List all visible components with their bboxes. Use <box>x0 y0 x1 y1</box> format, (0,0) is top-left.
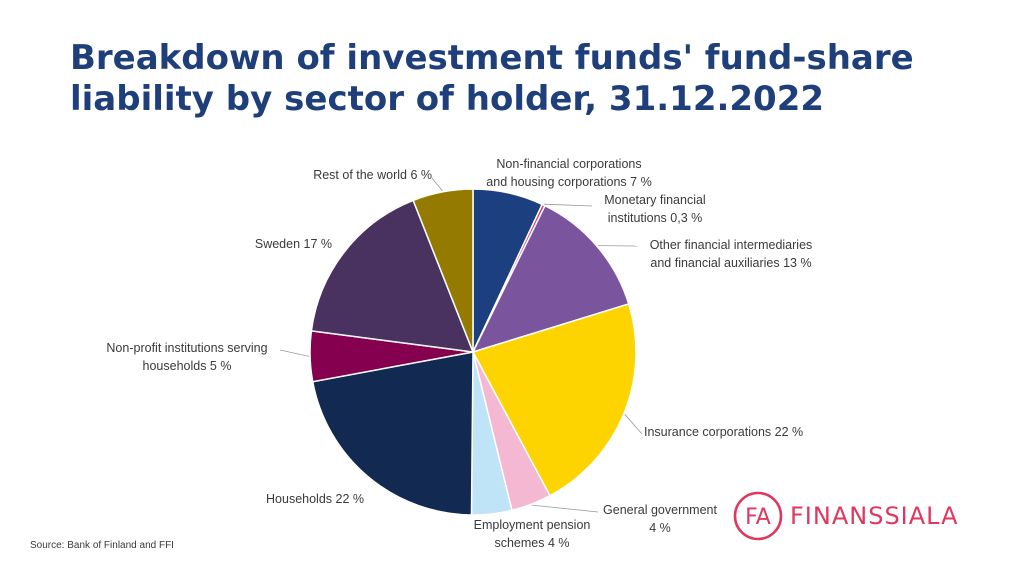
pie-slices <box>309 188 637 516</box>
slice-label-line: 4 % <box>649 521 671 535</box>
finanssiala-logo: FA FINANSSIALA <box>732 490 982 542</box>
leader-line-monetary-financial-institutions <box>543 203 593 207</box>
slice-label-employment-pension-schemes: Employment pension schemes 4 % <box>460 516 604 552</box>
slice-label-line: Insurance corporations 22 % <box>644 425 804 439</box>
slice-label-line: households 5 % <box>142 359 232 373</box>
chart-title-line-1: Breakdown of investment funds' fund-shar… <box>70 38 914 78</box>
finanssiala-logo-mark: FA <box>733 491 783 541</box>
slice-label-line: and housing corporations 7 % <box>486 175 652 189</box>
slice-label-non-financial-corporations: Non-financial corporations and housing c… <box>478 155 660 191</box>
chart-title: Breakdown of investment funds' fund-shar… <box>70 38 990 120</box>
slice-label-other-financial-intermediaries: Other financial intermediaries and finan… <box>636 236 826 272</box>
leader-lines <box>279 177 643 513</box>
leader-line-insurance-corporations <box>624 414 643 435</box>
leader-line-non-profit-institutions-serving-households <box>279 349 310 357</box>
slice-label-households: Households 22 % <box>240 490 364 508</box>
slice-label-sweden: Sweden 17 % <box>220 235 332 253</box>
slice-label-line: Sweden 17 % <box>254 237 332 251</box>
slice-label-line: Non-financial corporations <box>496 157 642 171</box>
slice-label-non-profit-institutions: Non-profit institutions serving househol… <box>86 339 288 375</box>
slice-label-line: Other financial intermediaries <box>649 238 813 252</box>
source-note: Source: Bank of Finland and FFI <box>30 540 174 551</box>
pie-slice-insurance-corporations <box>471 303 637 497</box>
pie-slice-rest-of-the-world <box>412 188 474 353</box>
slice-label-line: Employment pension <box>473 518 591 532</box>
pie-slice-households <box>311 351 474 516</box>
slice-label-line: and financial auxiliaries 13 % <box>650 256 812 270</box>
pie-slice-sweden <box>310 199 475 353</box>
slice-label-line: Monetary financial <box>604 193 706 207</box>
leader-line-rest-of-the-world <box>431 177 443 192</box>
slice-label-monetary-financial-institutions: Monetary financial institutions 0,3 % <box>590 191 720 227</box>
slice-label-general-government: General government 4 % <box>592 501 728 537</box>
slice-label-line: Non-profit institutions serving <box>106 341 268 355</box>
slice-label-line: institutions 0,3 % <box>607 211 703 225</box>
chart-title-line-2: liability by sector of holder, 31.12.202… <box>70 79 825 119</box>
leader-line-general-government <box>531 504 599 513</box>
slice-label-line: General government <box>603 503 717 517</box>
slice-label-line: Households 22 % <box>266 492 364 506</box>
slice-label-insurance-corporations: Insurance corporations 22 % <box>644 423 803 441</box>
slice-label-line: schemes 4 % <box>494 536 570 550</box>
logo-wordmark: FINANSSIALA <box>790 502 959 530</box>
slice-label-rest-of-the-world: Rest of the world 6 % <box>270 166 432 184</box>
logo-mark-text: FA <box>745 505 771 530</box>
slice-label-line: Rest of the world 6 % <box>313 168 432 182</box>
